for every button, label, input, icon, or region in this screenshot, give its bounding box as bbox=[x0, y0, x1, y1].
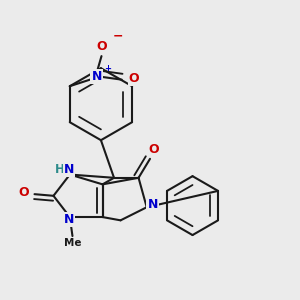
Text: N: N bbox=[64, 163, 74, 176]
Text: H: H bbox=[55, 163, 65, 176]
Text: O: O bbox=[129, 71, 139, 85]
Text: O: O bbox=[96, 40, 107, 53]
Text: O: O bbox=[148, 143, 159, 156]
Text: O: O bbox=[19, 186, 29, 199]
Text: N: N bbox=[92, 70, 102, 83]
Text: +: + bbox=[104, 64, 111, 73]
Text: −: − bbox=[113, 29, 123, 42]
Text: N: N bbox=[64, 213, 74, 226]
Text: Me: Me bbox=[64, 238, 82, 248]
Text: N: N bbox=[147, 198, 158, 211]
